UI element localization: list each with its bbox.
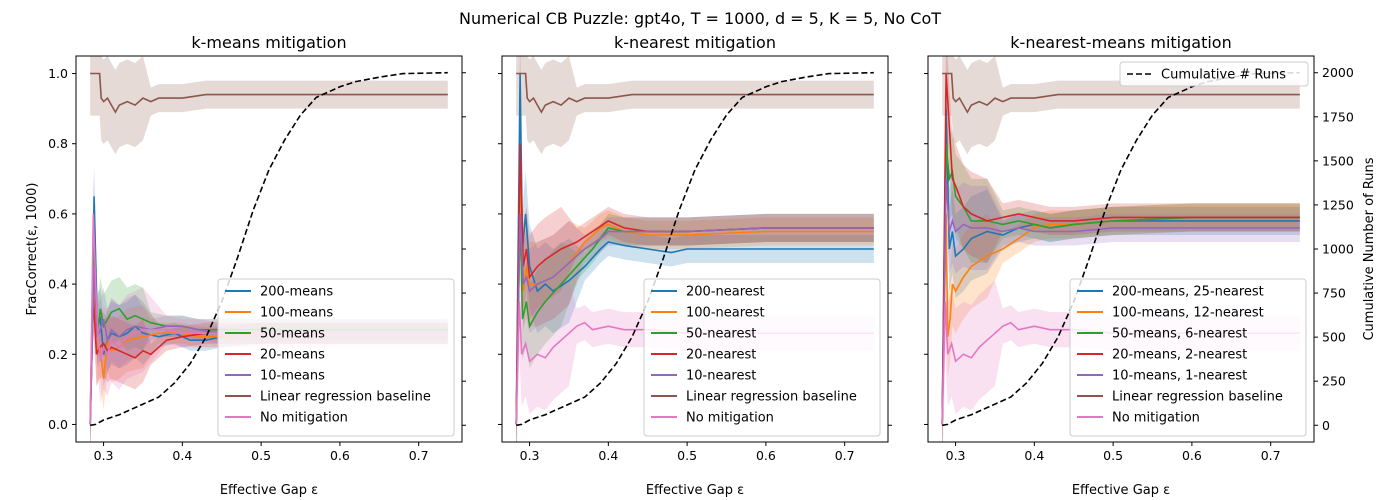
legend-label-linear-regression-baseline: Linear regression baseline — [686, 390, 857, 405]
legend-label-100-means-12-nearest: 100-means, 12-nearest — [1112, 306, 1264, 321]
cumulative-legend: Cumulative # Runs — [1119, 61, 1309, 87]
panel-title: k-means mitigation — [191, 33, 346, 52]
band-10-nearest — [516, 171, 874, 442]
series-line-20-means-2-nearest — [941, 73, 1300, 425]
figure-suptitle: Numerical CB Puzzle: gpt4o, T = 1000, d … — [459, 9, 941, 28]
x-tick-label: 0.4 — [172, 448, 192, 463]
band-100-means-12-nearest — [942, 171, 1300, 442]
panel-1: 0.3 0.4 0.5 0.6 0.7 Effective Gap ε 0.0 0.2 0.4 0… — [25, 33, 466, 498]
x-axis-label: Effective Gap ε — [220, 483, 318, 498]
legend-label-20-means: 20-means — [260, 348, 325, 363]
y2-tick-label: 1750 — [1322, 109, 1354, 124]
x-tick-label: 0.5 — [1103, 448, 1123, 463]
x-tick-label: 0.4 — [1024, 448, 1044, 463]
legend-label-200-means: 200-means — [260, 285, 333, 300]
x-tick-label: 0.7 — [409, 448, 429, 463]
legend: 200-means, 25-nearest 100-means, 12-neare… — [1069, 278, 1307, 437]
y2-tick-label: 750 — [1322, 286, 1346, 301]
band-50-nearest — [516, 171, 874, 442]
x-tick-label: 0.6 — [330, 448, 350, 463]
y-tick-label: 0.0 — [48, 417, 68, 432]
legend-box — [217, 278, 455, 437]
legend-label-20-nearest: 20-nearest — [686, 348, 756, 363]
y-axis-label: FracCorrect(ε, 1000) — [25, 183, 40, 316]
legend-box — [643, 278, 881, 437]
x-tick-label: 0.7 — [835, 448, 855, 463]
series-line-linear-regression-baseline — [516, 72, 874, 114]
legend-label-200-means-25-nearest: 200-means, 25-nearest — [1112, 285, 1264, 300]
legend-box — [1069, 278, 1307, 437]
cumulative-runs-line — [90, 71, 448, 427]
legend-label-20-means-2-nearest: 20-means, 2-nearest — [1112, 348, 1247, 363]
legend-label-50-means-6-nearest: 50-means, 6-nearest — [1112, 327, 1247, 342]
legend: 200-nearest 100-nearest 50-nearest 20-neare… — [643, 278, 881, 437]
legend-label-linear-regression-baseline: Linear regression baseline — [1112, 390, 1283, 405]
y2-tick-label: 1000 — [1322, 242, 1354, 257]
series-line-linear-regression-baseline — [90, 72, 448, 114]
x-tick-label: 0.3 — [94, 448, 114, 463]
legend-label-no-mitigation: No mitigation — [260, 411, 348, 426]
band-20-means — [90, 266, 448, 442]
legend-label-linear-regression-baseline: Linear regression baseline — [260, 390, 431, 405]
y-tick-label: 0.4 — [48, 277, 68, 292]
y2-tick-label: 500 — [1322, 330, 1346, 345]
y2-axis-label: Cumulative Number of Runs — [1362, 157, 1377, 340]
y2-tick-label: 1250 — [1322, 197, 1354, 212]
legend-label-10-means-1-nearest: 10-means, 1-nearest — [1112, 369, 1247, 384]
x-tick-label: 0.3 — [520, 448, 540, 463]
y2-tick-label: 1500 — [1322, 153, 1354, 168]
legend-label-50-nearest: 50-nearest — [686, 327, 756, 342]
legend-label-10-means: 10-means — [260, 369, 325, 384]
x-tick-label: 0.4 — [598, 448, 618, 463]
series-line-50-means-6-nearest — [941, 143, 1300, 425]
y-tick-label: 0.6 — [48, 206, 68, 221]
y2-tick-label: 0 — [1322, 418, 1330, 433]
x-tick-label: 0.5 — [677, 448, 697, 463]
panel-title: k-nearest-means mitigation — [1010, 33, 1231, 52]
cumulative-runs-line — [516, 71, 874, 427]
legend-label-10-nearest: 10-nearest — [686, 369, 756, 384]
legend-label-100-means: 100-means — [260, 306, 333, 321]
series-line-10-nearest — [515, 213, 874, 425]
y2-tick-label: 2000 — [1322, 65, 1354, 80]
legend-label-200-nearest: 200-nearest — [686, 285, 765, 300]
series-line-10-means-1-nearest — [941, 178, 1300, 425]
x-tick-label: 0.3 — [946, 448, 966, 463]
y-tick-label: 0.8 — [48, 136, 68, 151]
x-tick-label: 0.7 — [1261, 448, 1281, 463]
x-tick-label: 0.6 — [756, 448, 776, 463]
band-100-nearest — [516, 136, 874, 442]
legend-label-no-mitigation: No mitigation — [686, 411, 774, 426]
panel-2: 0.3 0.4 0.5 0.6 0.7 Effective Gap ε k-nearest … — [498, 33, 892, 498]
x-tick-label: 0.5 — [251, 448, 271, 463]
x-axis-label: Effective Gap ε — [1072, 483, 1170, 498]
y2-tick-label: 250 — [1322, 374, 1346, 389]
plot-area — [515, 56, 874, 442]
x-tick-label: 0.6 — [1182, 448, 1202, 463]
legend-label-50-means: 50-means — [260, 327, 325, 342]
legend: 200-means 100-means 50-means 20-means 10-mea… — [217, 278, 455, 437]
cumulative-legend-label: Cumulative # Runs — [1161, 68, 1286, 83]
panel-3: 0.3 0.4 0.5 0.6 0.7 Effective Gap ε 0 250 500 750… — [924, 33, 1377, 498]
panel-title: k-nearest mitigation — [614, 33, 776, 52]
x-axis-label: Effective Gap ε — [646, 483, 744, 498]
series-line-linear-regression-baseline — [942, 72, 1300, 114]
y-tick-label: 1.0 — [48, 66, 68, 81]
legend-label-no-mitigation: No mitigation — [1112, 411, 1200, 426]
y-tick-label: 0.2 — [48, 347, 68, 362]
legend-label-100-nearest: 100-nearest — [686, 306, 765, 321]
series-line-200-nearest — [515, 73, 874, 425]
cumulative-legend-box — [1119, 61, 1309, 87]
